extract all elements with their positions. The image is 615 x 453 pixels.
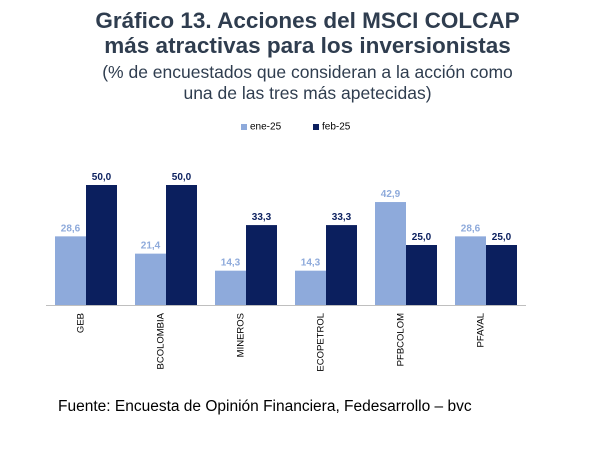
bar-feb-25-ecopetrol: [326, 225, 357, 305]
data-label-ene-25-pfaval: 28,6: [461, 223, 481, 234]
data-label-ene-25-mineros: 14,3: [221, 258, 241, 269]
bar-feb-25-bcolombia: [166, 185, 197, 305]
bar-feb-25-geb: [86, 185, 117, 305]
bar-feb-25-pfaval: [486, 245, 517, 305]
x-tick-label-bcolombia: BCOLOMBIA: [156, 312, 167, 369]
bar-ene-25-bcolombia: [135, 253, 166, 305]
data-label-feb-25-mineros: 33,3: [252, 212, 272, 223]
source-note: Fuente: Encuesta de Opinión Financiera, …: [58, 398, 472, 415]
legend-label-ene-25: ene-25: [250, 122, 282, 133]
legend-swatch-ene-25: [241, 124, 247, 130]
chart-subtitle-line-2: una de las tres más apetecidas): [183, 83, 432, 103]
x-tick-label-pfbcolom: PFBCOLOM: [396, 313, 407, 366]
data-label-ene-25-geb: 28,6: [61, 223, 81, 234]
chart-title-line-1: Gráfico 13. Acciones del MSCI COLCAP: [95, 8, 520, 33]
data-label-feb-25-geb: 50,0: [92, 172, 112, 183]
bar-feb-25-mineros: [246, 225, 277, 305]
chart-data-labels: 28,6 50,0 21,4 50,0 14,3 33,3 14,3 33,3 42,9 25,0…: [61, 172, 512, 269]
x-tick-label-geb: GEB: [76, 313, 87, 333]
legend-label-feb-25: feb-25: [322, 122, 351, 133]
data-label-ene-25-pfbcolom: 42,9: [381, 189, 401, 200]
chart-title-line-2: más atractivas para los inversionistas: [104, 33, 511, 58]
bar-feb-25-pfbcolom: [406, 245, 437, 305]
x-tick-label-pfaval: PFAVAL: [476, 313, 487, 348]
data-label-feb-25-pfbcolom: 25,0: [412, 232, 432, 243]
bar-ene-25-mineros: [215, 270, 246, 305]
bar-ene-25-pfaval: [455, 236, 486, 305]
bar-ene-25-ecopetrol: [295, 270, 326, 305]
bar-ene-25-pfbcolom: [375, 202, 406, 305]
data-label-feb-25-pfaval: 25,0: [492, 232, 512, 243]
chart-subtitle-line-1: (% de encuestados que consideran a la ac…: [102, 62, 513, 82]
data-label-feb-25-ecopetrol: 33,3: [332, 212, 352, 223]
bar-ene-25-geb: [55, 236, 86, 305]
legend-swatch-feb-25: [313, 124, 319, 130]
chart-legend: ene-25 feb-25: [241, 122, 351, 133]
data-label-feb-25-bcolombia: 50,0: [172, 172, 192, 183]
x-axis-tick-labels: GEB BCOLOMBIA MINEROS ECOPETROL PFBCOLOM PFAV…: [76, 312, 487, 371]
data-label-ene-25-bcolombia: 21,4: [141, 241, 161, 252]
x-tick-label-ecopetrol: ECOPETROL: [316, 313, 327, 372]
data-label-ene-25-ecopetrol: 14,3: [301, 258, 321, 269]
chart-bars: [55, 185, 517, 305]
x-tick-label-mineros: MINEROS: [236, 313, 247, 357]
